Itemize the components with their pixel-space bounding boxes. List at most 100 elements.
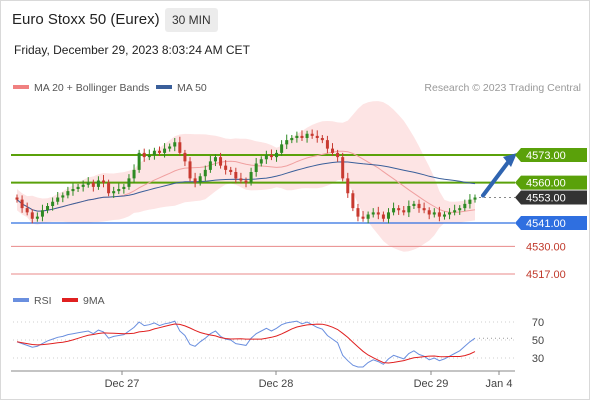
candle-body: [325, 140, 329, 149]
interval-badge[interactable]: 30 MIN: [165, 8, 218, 32]
candle-body: [356, 208, 360, 217]
instrument-title: Euro Stoxx 50 (Eurex): [12, 11, 160, 28]
level-labels: 4573.00 4560.00 4553.00 4541.00 4530.00 4517.…: [515, 148, 587, 281]
candle-body: [61, 195, 65, 198]
candle-body: [81, 184, 85, 187]
legend-bollinger: MA 20 + Bollinger Bands: [34, 82, 149, 94]
candle-body: [219, 157, 223, 166]
projection-arrow-shaft: [481, 159, 511, 198]
level-tag: [515, 190, 587, 205]
candle-body: [361, 216, 365, 219]
candle-body: [285, 140, 289, 145]
candle-body: [259, 159, 263, 164]
candle-body: [40, 210, 44, 217]
candle-body: [142, 152, 146, 158]
candle-body: [198, 176, 202, 183]
candle-body: [290, 138, 294, 141]
level-tag: [515, 216, 587, 230]
candle-body: [193, 178, 197, 183]
candle-body: [366, 214, 370, 219]
candle-body: [305, 133, 309, 138]
candle-body: [249, 172, 253, 183]
candle-body: [96, 180, 100, 187]
candle-body: [71, 189, 75, 192]
candle-body: [351, 193, 355, 209]
candle-body: [117, 189, 121, 192]
legend-ma50: MA 50: [177, 82, 207, 94]
candle-body: [463, 203, 467, 209]
candle-body: [30, 212, 34, 219]
candle-body: [427, 210, 431, 215]
bollinger-fill: [17, 101, 475, 252]
candle-body: [51, 201, 55, 206]
candle-body: [269, 155, 273, 158]
level-label: 4560.00: [526, 178, 566, 190]
candle-body: [407, 206, 411, 213]
report-datetime: Friday, December 29, 2023 8:03:24 AM CET: [14, 43, 250, 57]
legend-swatch-rsi-ma: [62, 298, 78, 302]
candle-body: [56, 197, 60, 202]
candle-body: [310, 133, 314, 136]
candle-body: [412, 203, 416, 206]
candle-body: [208, 161, 212, 170]
candle-body: [473, 197, 477, 200]
legend-swatch-bollinger: [13, 85, 29, 89]
candle-body: [173, 142, 177, 147]
candle-body: [213, 157, 217, 162]
candle-body: [152, 150, 156, 155]
level-tag: [515, 148, 587, 162]
candle-body: [264, 155, 268, 160]
candle-body: [234, 172, 238, 179]
candle-body: [66, 191, 70, 196]
candle-body: [432, 212, 436, 215]
rsi-panel: 70 50 30: [13, 317, 544, 368]
level-label: 4573.00: [526, 150, 566, 162]
candle-body: [402, 210, 406, 213]
candle-body: [331, 148, 335, 153]
rsi-tick-label: 70: [532, 317, 544, 329]
candle-body: [157, 150, 161, 153]
candle-body: [127, 178, 131, 187]
x-tick-label: Dec 29: [414, 378, 449, 390]
rsi-tick-label: 30: [532, 353, 544, 365]
candle-body: [341, 157, 345, 179]
candle-body: [315, 135, 319, 138]
x-axis: Dec 27 Dec 28 Dec 29 Jan 4: [11, 370, 515, 390]
candle-body: [468, 199, 472, 204]
level-label: 4553.00: [526, 193, 566, 205]
candle-body: [275, 152, 279, 158]
projection-arrow-head: [503, 153, 517, 167]
x-tick-label: Dec 27: [105, 378, 140, 390]
candle-body: [188, 161, 192, 179]
copyright-text: Research © 2023 Trading Central: [424, 82, 581, 94]
level-label: 4530.00: [526, 241, 566, 253]
candle-body: [132, 169, 136, 179]
candle-body: [437, 212, 441, 217]
legend-swatch-rsi: [13, 298, 29, 302]
candle-body: [15, 197, 19, 200]
projection-arrow: [481, 153, 517, 198]
level-label: 4517.00: [526, 269, 566, 281]
candle-body: [417, 203, 421, 209]
candle-body: [381, 214, 385, 219]
candle-body: [178, 142, 182, 153]
candle-body: [244, 180, 248, 183]
candle-body: [203, 169, 207, 177]
candle-body: [254, 163, 258, 172]
candle-body: [183, 152, 187, 162]
candle-body: [46, 206, 50, 211]
candle-body: [112, 191, 116, 194]
candle-body: [229, 169, 233, 172]
candle-body: [300, 135, 304, 138]
candle-body: [422, 208, 426, 211]
candle-body: [107, 182, 111, 194]
candlesticks: [15, 129, 477, 224]
candle-body: [442, 214, 446, 217]
rsi-tick-label: 50: [532, 335, 544, 347]
candle-body: [224, 165, 228, 170]
candle-body: [386, 212, 390, 219]
candle-body: [336, 152, 340, 158]
candle-body: [147, 155, 151, 158]
candle-body: [371, 212, 375, 215]
